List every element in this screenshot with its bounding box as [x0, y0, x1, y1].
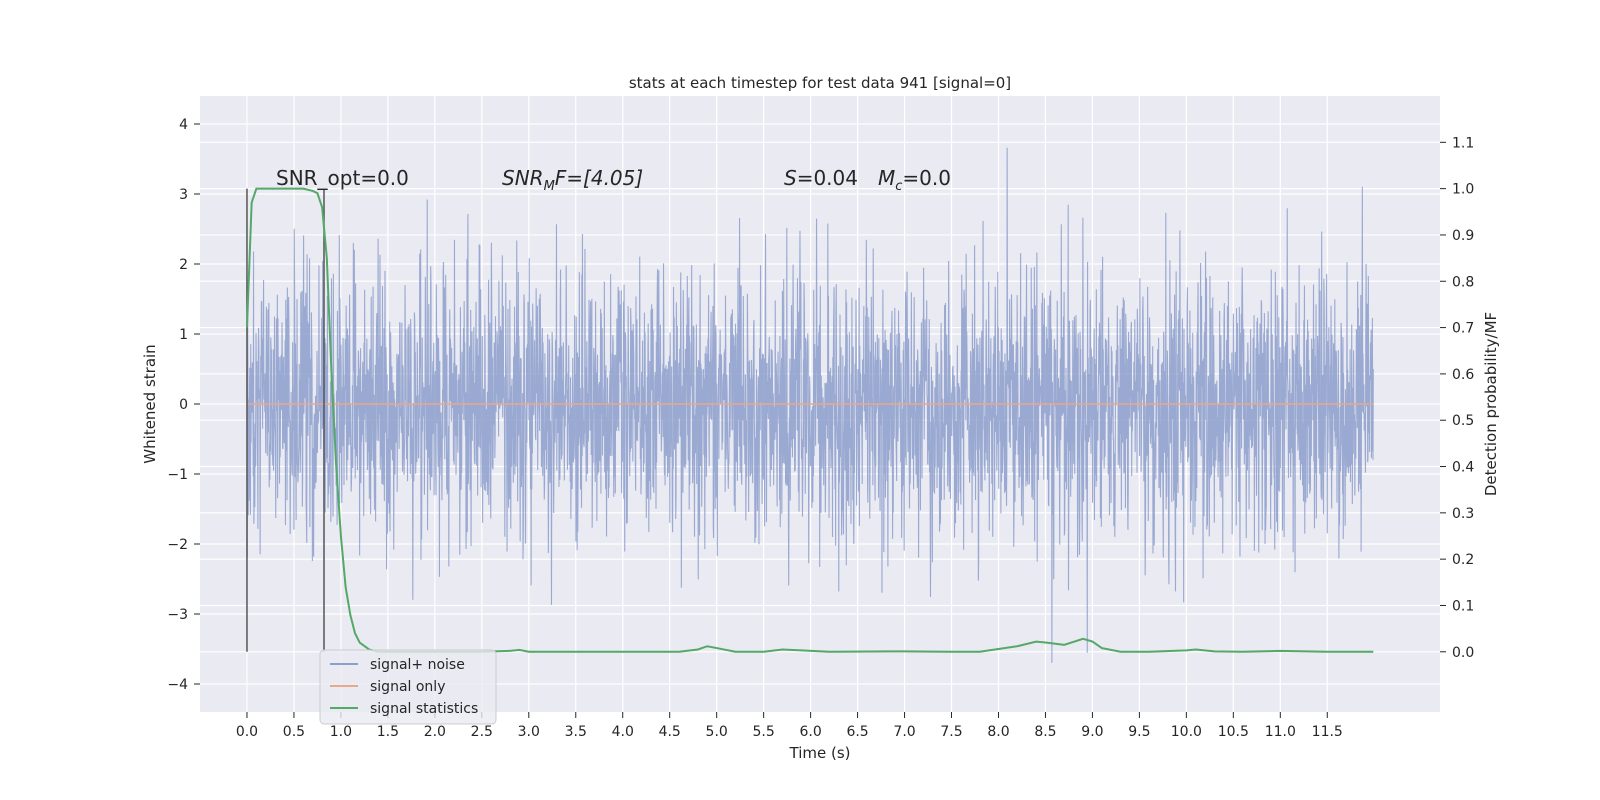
x-tick-label-2: 1.0	[330, 724, 352, 740]
y-tick-label-6: −2	[167, 537, 188, 553]
annotation-mc-sub: c	[895, 179, 902, 194]
x-tick-label-9: 4.5	[659, 724, 681, 740]
signal-statistics-series	[245, 187, 1374, 653]
x-tick-label-13: 6.5	[846, 724, 868, 740]
x-tick-label-7: 3.5	[565, 724, 587, 740]
y2-tick-label-7: 0.4	[1452, 460, 1474, 476]
legend: signal+ noise signal only signal statist…	[319, 649, 497, 725]
y-tick-label-4: 0	[179, 397, 188, 413]
x-tick-label-17: 8.5	[1034, 724, 1056, 740]
x-tick-label-18: 9.0	[1081, 724, 1103, 740]
x-tick-label-19: 9.5	[1128, 724, 1150, 740]
x-tick-label-8: 4.0	[612, 724, 634, 740]
chart-title: stats at each timestep for test data 941…	[629, 74, 1011, 92]
y-tick-label-0: 4	[179, 117, 188, 133]
legend-frame	[319, 649, 497, 725]
y2-tick-label-1: 1.0	[1452, 182, 1474, 198]
annotation-snr-mf-main: SNR	[502, 166, 544, 190]
annotation-snr-mf-rest: F=[4.05]	[555, 166, 643, 190]
y2-axis-label: Detection probability/MF	[1482, 312, 1500, 496]
signal-statistics-line	[245, 187, 1374, 653]
x-tick-label-3: 1.5	[377, 724, 399, 740]
y-tick-label-1: 3	[179, 187, 188, 203]
y-tick-label-2: 2	[179, 257, 188, 273]
x-axis: 0.0 0.5 1.0 1.5 2.0 2.5 3.0 3.5 4.0 4.5 5.0 5.5 6.0 6…	[236, 712, 1343, 740]
y2-tick-label-0: 1.1	[1452, 135, 1474, 151]
legend-label-signal-noise: signal+ noise	[370, 657, 465, 673]
annotation-snr-mf: SNRMF=[4.05]	[502, 166, 643, 194]
y2-tick-label-9: 0.2	[1452, 552, 1474, 568]
annotation-s-label: S	[784, 166, 797, 190]
x-tick-label-22: 11.0	[1265, 724, 1296, 740]
marker-lines	[246, 188, 325, 652]
annotation-mc-value: =0.0	[902, 166, 951, 190]
x-axis-label: Time (s)	[789, 744, 851, 762]
y2-tick-label-11: 0.0	[1452, 645, 1474, 661]
y-tick-label-8: −4	[167, 677, 188, 693]
x-tick-label-14: 7.0	[893, 724, 915, 740]
y2-tick-label-3: 0.8	[1452, 274, 1474, 290]
annotation-s-value: =0.04	[797, 166, 858, 190]
annotation-mc: Mc=0.0	[878, 166, 951, 194]
x-tick-label-5: 2.5	[471, 724, 493, 740]
x-tick-label-0: 0.0	[236, 724, 258, 740]
y2-tick-label-8: 0.3	[1452, 506, 1474, 522]
x-tick-label-1: 0.5	[283, 724, 305, 740]
x-tick-label-15: 7.5	[940, 724, 962, 740]
y2-tick-label-6: 0.5	[1452, 413, 1474, 429]
annotation-s: S=0.04	[784, 166, 858, 190]
legend-label-signal-statistics: signal statistics	[370, 701, 478, 717]
y2-tick-label-10: 0.1	[1452, 598, 1474, 614]
y2-tick-label-4: 0.7	[1452, 321, 1474, 337]
y-axis-right: 1.1 1.0 0.9 0.8 0.7 0.6 0.5 0.4 0.3 0.2 0.1 0.0	[1440, 135, 1474, 661]
y-tick-label-5: −1	[167, 467, 188, 483]
x-tick-label-6: 3.0	[518, 724, 540, 740]
legend-label-signal-only: signal only	[370, 679, 445, 695]
y-axis-label: Whitened strain	[141, 344, 159, 463]
y2-tick-label-5: 0.6	[1452, 367, 1474, 383]
x-tick-label-11: 5.5	[753, 724, 775, 740]
x-tick-label-23: 11.5	[1312, 724, 1343, 740]
x-tick-label-20: 10.0	[1171, 724, 1202, 740]
y-tick-label-7: −3	[167, 607, 188, 623]
x-tick-label-21: 10.5	[1218, 724, 1249, 740]
y-tick-label-3: 1	[179, 327, 188, 343]
annotation-mc-label: M	[878, 166, 895, 190]
y2-tick-label-2: 0.9	[1452, 228, 1474, 244]
x-tick-label-16: 8.0	[987, 724, 1009, 740]
x-tick-label-4: 2.0	[424, 724, 446, 740]
x-tick-label-10: 5.0	[706, 724, 728, 740]
annotation-snr-opt: SNR_opt=0.0	[276, 166, 409, 190]
x-tick-label-12: 6.0	[799, 724, 821, 740]
annotation-snr-mf-sub: M	[544, 179, 555, 194]
y-axis-left: 4 3 2 1 0 −1 −2 −3 −4	[167, 117, 200, 693]
